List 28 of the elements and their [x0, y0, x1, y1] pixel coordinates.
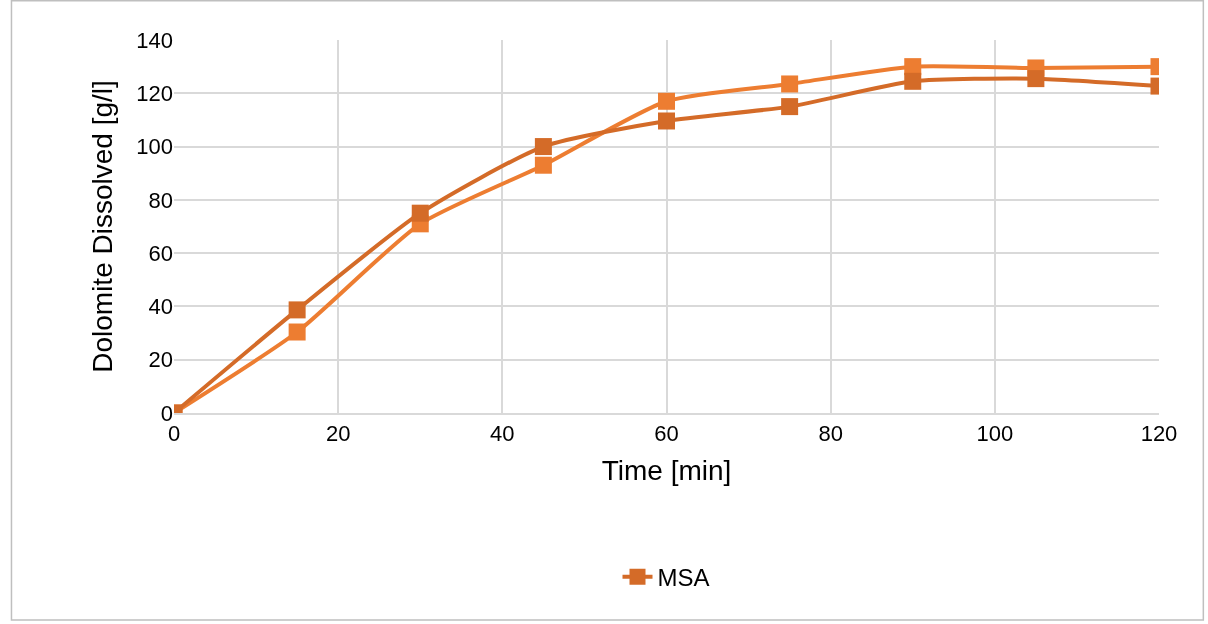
point — [781, 98, 799, 116]
y-tick-label: 20 — [148, 347, 173, 373]
point — [1027, 70, 1045, 88]
y-tick-label: 40 — [148, 294, 173, 320]
y-tick-label: 120 — [136, 80, 173, 106]
y-tick-label: 0 — [160, 400, 173, 426]
y-tick-label: 60 — [148, 240, 173, 266]
x-axis-title: Time [min] — [601, 455, 732, 486]
x-tick-label: 60 — [654, 421, 679, 447]
point — [288, 323, 306, 341]
x-tick-label: 80 — [818, 421, 843, 447]
y-tick-label: 80 — [148, 187, 173, 213]
y-tick-label: 100 — [136, 134, 173, 160]
x-tick-label: 40 — [490, 421, 515, 447]
point — [288, 301, 306, 319]
point — [904, 72, 922, 90]
x-tick-label: 20 — [325, 421, 351, 447]
point — [534, 156, 552, 174]
point — [658, 112, 675, 130]
point — [781, 75, 799, 93]
point — [534, 138, 552, 156]
point — [658, 92, 675, 110]
x-tick-label: 120 — [1140, 421, 1178, 447]
point — [411, 204, 429, 222]
y-tick-label: 140 — [136, 27, 173, 53]
x-tick-label: 100 — [976, 421, 1014, 447]
y-axis-title: Dolomite Dissolved [g/l] — [86, 80, 118, 373]
legend-label: MSA — [657, 564, 710, 592]
